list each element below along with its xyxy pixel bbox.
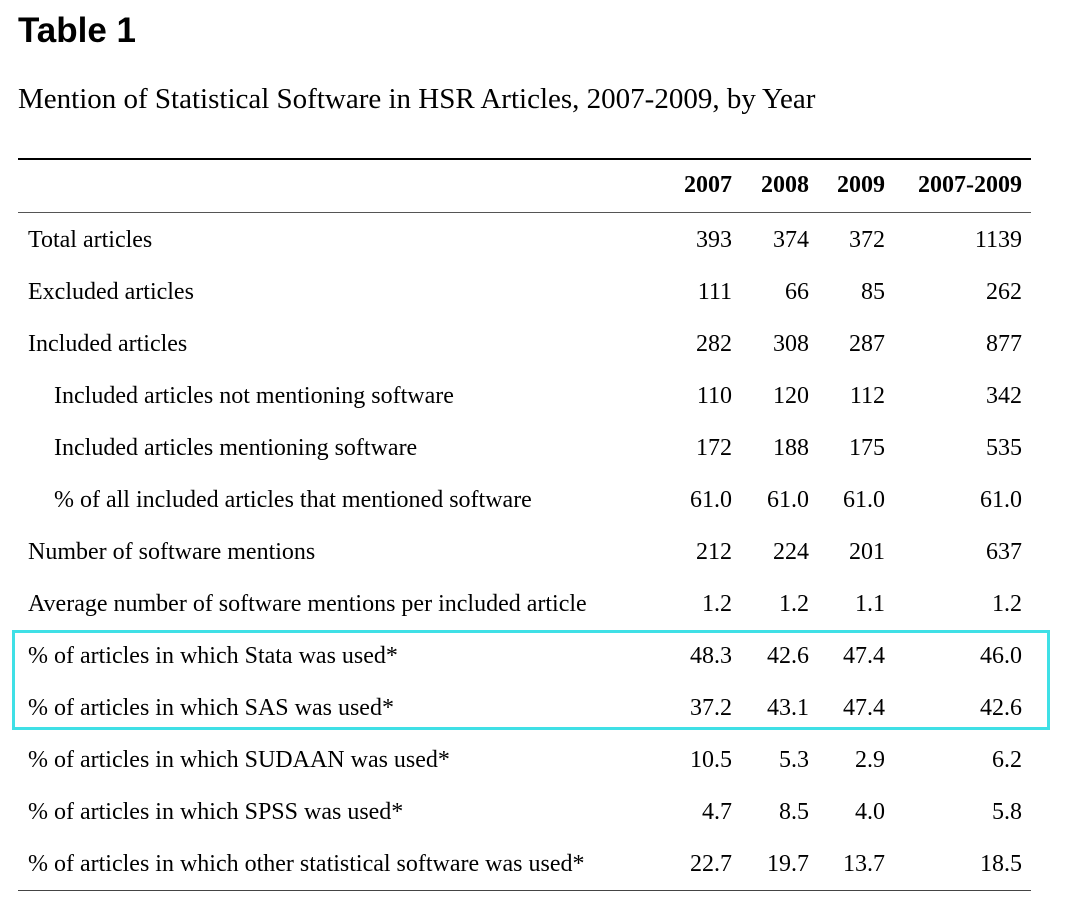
cell-2009: 175 bbox=[849, 435, 885, 461]
row-label: % of articles in which other statistical… bbox=[28, 851, 585, 877]
cell-2009: 47.4 bbox=[843, 643, 885, 669]
cell-2007: 282 bbox=[696, 331, 732, 357]
row-label: % of articles in which SAS was used* bbox=[28, 695, 394, 721]
table-row: % of articles in which SAS was used* 37.2… bbox=[0, 682, 1070, 734]
cell-2009: 47.4 bbox=[843, 695, 885, 721]
table-row: Excluded articles 111 66 85 262 bbox=[0, 266, 1070, 318]
table-row: % of articles in which SUDAAN was used* 1… bbox=[0, 734, 1070, 786]
cell-2007-2009: 637 bbox=[986, 539, 1022, 565]
cell-2007: 1.2 bbox=[702, 591, 732, 617]
row-label: Total articles bbox=[28, 227, 153, 253]
cell-2008: 61.0 bbox=[767, 487, 809, 513]
cell-2007: 172 bbox=[696, 435, 732, 461]
cell-2008: 19.7 bbox=[767, 851, 809, 877]
cell-2009: 13.7 bbox=[843, 851, 885, 877]
cell-2007: 212 bbox=[696, 539, 732, 565]
cell-2007: 4.7 bbox=[702, 799, 732, 825]
table-heading: Table 1 bbox=[18, 11, 137, 50]
cell-2007-2009: 877 bbox=[986, 331, 1022, 357]
row-label: % of articles in which SPSS was used* bbox=[28, 799, 404, 825]
row-label: % of all included articles that mentione… bbox=[54, 487, 532, 513]
table-row: % of articles in which Stata was used* 48… bbox=[0, 630, 1070, 682]
cell-2008: 43.1 bbox=[767, 695, 809, 721]
cell-2008: 66 bbox=[785, 279, 809, 305]
cell-2009: 201 bbox=[849, 539, 885, 565]
cell-2009: 85 bbox=[861, 279, 885, 305]
cell-2007-2009: 42.6 bbox=[980, 695, 1022, 721]
cell-2009: 2.9 bbox=[855, 747, 885, 773]
cell-2007-2009: 46.0 bbox=[980, 643, 1022, 669]
row-label: % of articles in which Stata was used* bbox=[28, 643, 398, 669]
cell-2008: 308 bbox=[773, 331, 809, 357]
table-bottom-rule bbox=[18, 890, 1031, 891]
cell-2008: 5.3 bbox=[779, 747, 809, 773]
cell-2008: 42.6 bbox=[767, 643, 809, 669]
cell-2009: 4.0 bbox=[855, 799, 885, 825]
column-header-2007-2009: 2007-2009 bbox=[918, 172, 1022, 198]
cell-2007-2009: 5.8 bbox=[992, 799, 1022, 825]
cell-2007-2009: 61.0 bbox=[980, 487, 1022, 513]
table-row: Included articles mentioning software 172… bbox=[0, 422, 1070, 474]
column-header-2007: 2007 bbox=[684, 172, 732, 198]
row-label: Included articles bbox=[28, 331, 188, 357]
cell-2007-2009: 1.2 bbox=[992, 591, 1022, 617]
table-caption: Mention of Statistical Software in HSR A… bbox=[18, 83, 816, 115]
cell-2008: 8.5 bbox=[779, 799, 809, 825]
cell-2007-2009: 6.2 bbox=[992, 747, 1022, 773]
cell-2007: 37.2 bbox=[690, 695, 732, 721]
cell-2009: 112 bbox=[849, 383, 885, 409]
cell-2007: 22.7 bbox=[690, 851, 732, 877]
cell-2008: 120 bbox=[773, 383, 809, 409]
cell-2009: 61.0 bbox=[843, 487, 885, 513]
cell-2007-2009: 18.5 bbox=[980, 851, 1022, 877]
table-row: Total articles 393 374 372 1139 bbox=[0, 214, 1070, 266]
row-label: Average number of software mentions per … bbox=[28, 591, 587, 617]
cell-2007: 111 bbox=[697, 279, 732, 305]
table-row: Average number of software mentions per … bbox=[0, 578, 1070, 630]
table-row: Included articles not mentioning softwar… bbox=[0, 370, 1070, 422]
row-label: Number of software mentions bbox=[28, 539, 316, 565]
cell-2007-2009: 1139 bbox=[974, 227, 1022, 253]
row-label: Included articles not mentioning softwar… bbox=[54, 383, 454, 409]
table-row: % of all included articles that mentione… bbox=[0, 474, 1070, 526]
cell-2009: 372 bbox=[849, 227, 885, 253]
cell-2007: 48.3 bbox=[690, 643, 732, 669]
table-row: Included articles 282 308 287 877 bbox=[0, 318, 1070, 370]
row-label: Included articles mentioning software bbox=[54, 435, 418, 461]
cell-2007-2009: 262 bbox=[986, 279, 1022, 305]
cell-2009: 1.1 bbox=[855, 591, 885, 617]
table-row: % of articles in which other statistical… bbox=[0, 838, 1070, 890]
cell-2007: 10.5 bbox=[690, 747, 732, 773]
cell-2009: 287 bbox=[849, 331, 885, 357]
row-label: % of articles in which SUDAAN was used* bbox=[28, 747, 450, 773]
cell-2007-2009: 342 bbox=[986, 383, 1022, 409]
table-top-rule bbox=[18, 158, 1031, 160]
table-row: % of articles in which SPSS was used* 4.7… bbox=[0, 786, 1070, 838]
cell-2008: 374 bbox=[773, 227, 809, 253]
cell-2007: 110 bbox=[696, 383, 732, 409]
cell-2008: 1.2 bbox=[779, 591, 809, 617]
cell-2008: 188 bbox=[773, 435, 809, 461]
cell-2007: 393 bbox=[696, 227, 732, 253]
cell-2007: 61.0 bbox=[690, 487, 732, 513]
cell-2007-2009: 535 bbox=[986, 435, 1022, 461]
column-header-2009: 2009 bbox=[837, 172, 885, 198]
table-row: Number of software mentions 212 224 201 637 bbox=[0, 526, 1070, 578]
row-label: Excluded articles bbox=[28, 279, 194, 305]
cell-2008: 224 bbox=[773, 539, 809, 565]
header-divider-rule bbox=[18, 212, 1031, 213]
column-header-2008: 2008 bbox=[761, 172, 809, 198]
